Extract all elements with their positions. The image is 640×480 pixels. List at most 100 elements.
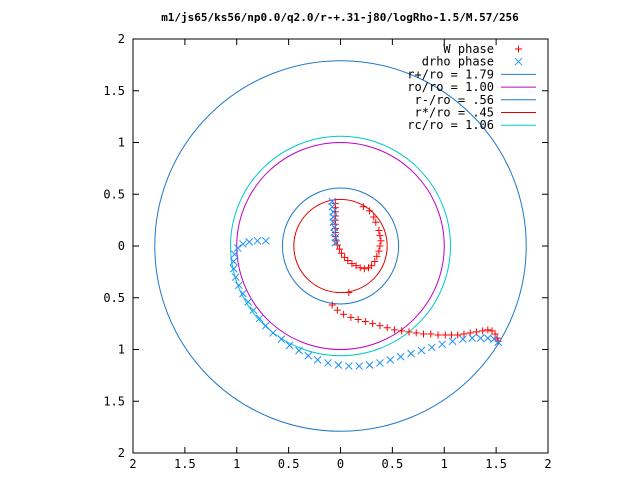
data-point (398, 327, 406, 335)
data-point (356, 264, 364, 272)
data-point (438, 340, 447, 349)
y-tick-label: 1.5 (103, 394, 125, 408)
data-point (375, 247, 383, 255)
data-point (479, 327, 487, 335)
data-point (334, 361, 343, 369)
data-point (285, 341, 294, 350)
data-point (376, 322, 384, 330)
x-tick-label: 1 (441, 457, 448, 471)
data-point (231, 273, 240, 281)
data-point (348, 260, 356, 268)
data-point (494, 338, 503, 347)
data-point (261, 321, 270, 330)
data-point (277, 335, 286, 344)
data-point (377, 237, 385, 245)
data-point (333, 306, 341, 314)
data-point (376, 242, 384, 250)
data-point (365, 361, 374, 369)
legend-label: rc/ro = 1.06 (407, 118, 494, 132)
data-point (371, 258, 379, 266)
data-point (459, 335, 467, 344)
data-point (229, 257, 238, 266)
radius-circle (154, 60, 527, 432)
legend-label: ro/ro = 1.00 (407, 80, 494, 94)
data-point (369, 320, 377, 328)
data-point (313, 355, 322, 364)
y-tick-label: 0 (118, 239, 125, 253)
data-point (454, 331, 462, 339)
legend-label: drho phase (422, 55, 494, 69)
data-point (368, 262, 376, 270)
data-point (261, 236, 270, 245)
x-tick-label: 2 (129, 457, 136, 471)
data-point (370, 213, 378, 221)
data-point (341, 253, 349, 261)
data-point (372, 218, 380, 226)
data-point (352, 262, 360, 270)
y-tick-label: 1.5 (103, 84, 125, 98)
data-point (233, 244, 242, 252)
data-point (441, 331, 449, 339)
data-point (376, 359, 384, 367)
x-tick-label: 0 (337, 457, 344, 471)
data-point (345, 289, 353, 297)
data-point (476, 334, 485, 342)
data-point (390, 326, 398, 334)
data-point (427, 330, 435, 338)
data-point (295, 346, 303, 355)
data-point (344, 256, 352, 264)
data-point (324, 359, 332, 367)
data-point (448, 337, 457, 346)
data-point (483, 334, 492, 342)
data-point (354, 315, 362, 323)
chart-title: m1/js65/ks56/np0.0/q2.0/r-+.31-j80/logRh… (161, 11, 519, 24)
data-point (340, 310, 348, 318)
radius-circle (293, 198, 388, 294)
data-point (244, 298, 253, 306)
data-point (331, 233, 339, 241)
data-point (427, 343, 436, 352)
data-point (472, 328, 480, 336)
data-point (383, 324, 391, 332)
x-tick-label: 1.5 (485, 457, 507, 471)
data-point (448, 331, 456, 339)
data-point (366, 207, 374, 215)
data-point (484, 326, 492, 334)
tick-layer: 2 1.5 1 0.5 0 0.5 1 1.5 221.510.500.511.52 (103, 32, 551, 471)
data-point (269, 329, 277, 337)
radius-circle (236, 142, 445, 350)
legend-marker (515, 45, 522, 53)
y-tick-label: 1 (118, 136, 125, 150)
data-point (239, 240, 247, 248)
data-point (344, 362, 353, 370)
point-layer (229, 197, 503, 370)
y-tick-label: 1 (118, 343, 125, 357)
data-point (338, 249, 346, 257)
data-point (360, 265, 368, 273)
data-point (468, 334, 477, 342)
x-tick-label: 1 (233, 457, 240, 471)
data-point (347, 313, 355, 321)
data-point (375, 226, 383, 234)
data-point (245, 238, 254, 246)
legend-label: W phase (443, 42, 494, 56)
data-point (361, 318, 369, 326)
x-tick-label: 0.5 (382, 457, 404, 471)
data-point (386, 355, 395, 364)
legend-label: r-/ro = .56 (415, 93, 494, 107)
data-point (230, 250, 239, 259)
data-point (239, 289, 247, 298)
legend-label: r*/ro = .45 (415, 106, 494, 120)
data-point (490, 335, 498, 344)
data-point (420, 330, 427, 338)
x-tick-label: 0.5 (278, 457, 300, 471)
legend-marker (514, 57, 523, 66)
data-point (255, 314, 264, 323)
data-point (491, 330, 499, 338)
radius-circle (230, 135, 451, 357)
data-point (373, 252, 381, 260)
data-point (328, 202, 337, 211)
data-point (417, 346, 426, 355)
x-tick-label: 2 (544, 457, 551, 471)
